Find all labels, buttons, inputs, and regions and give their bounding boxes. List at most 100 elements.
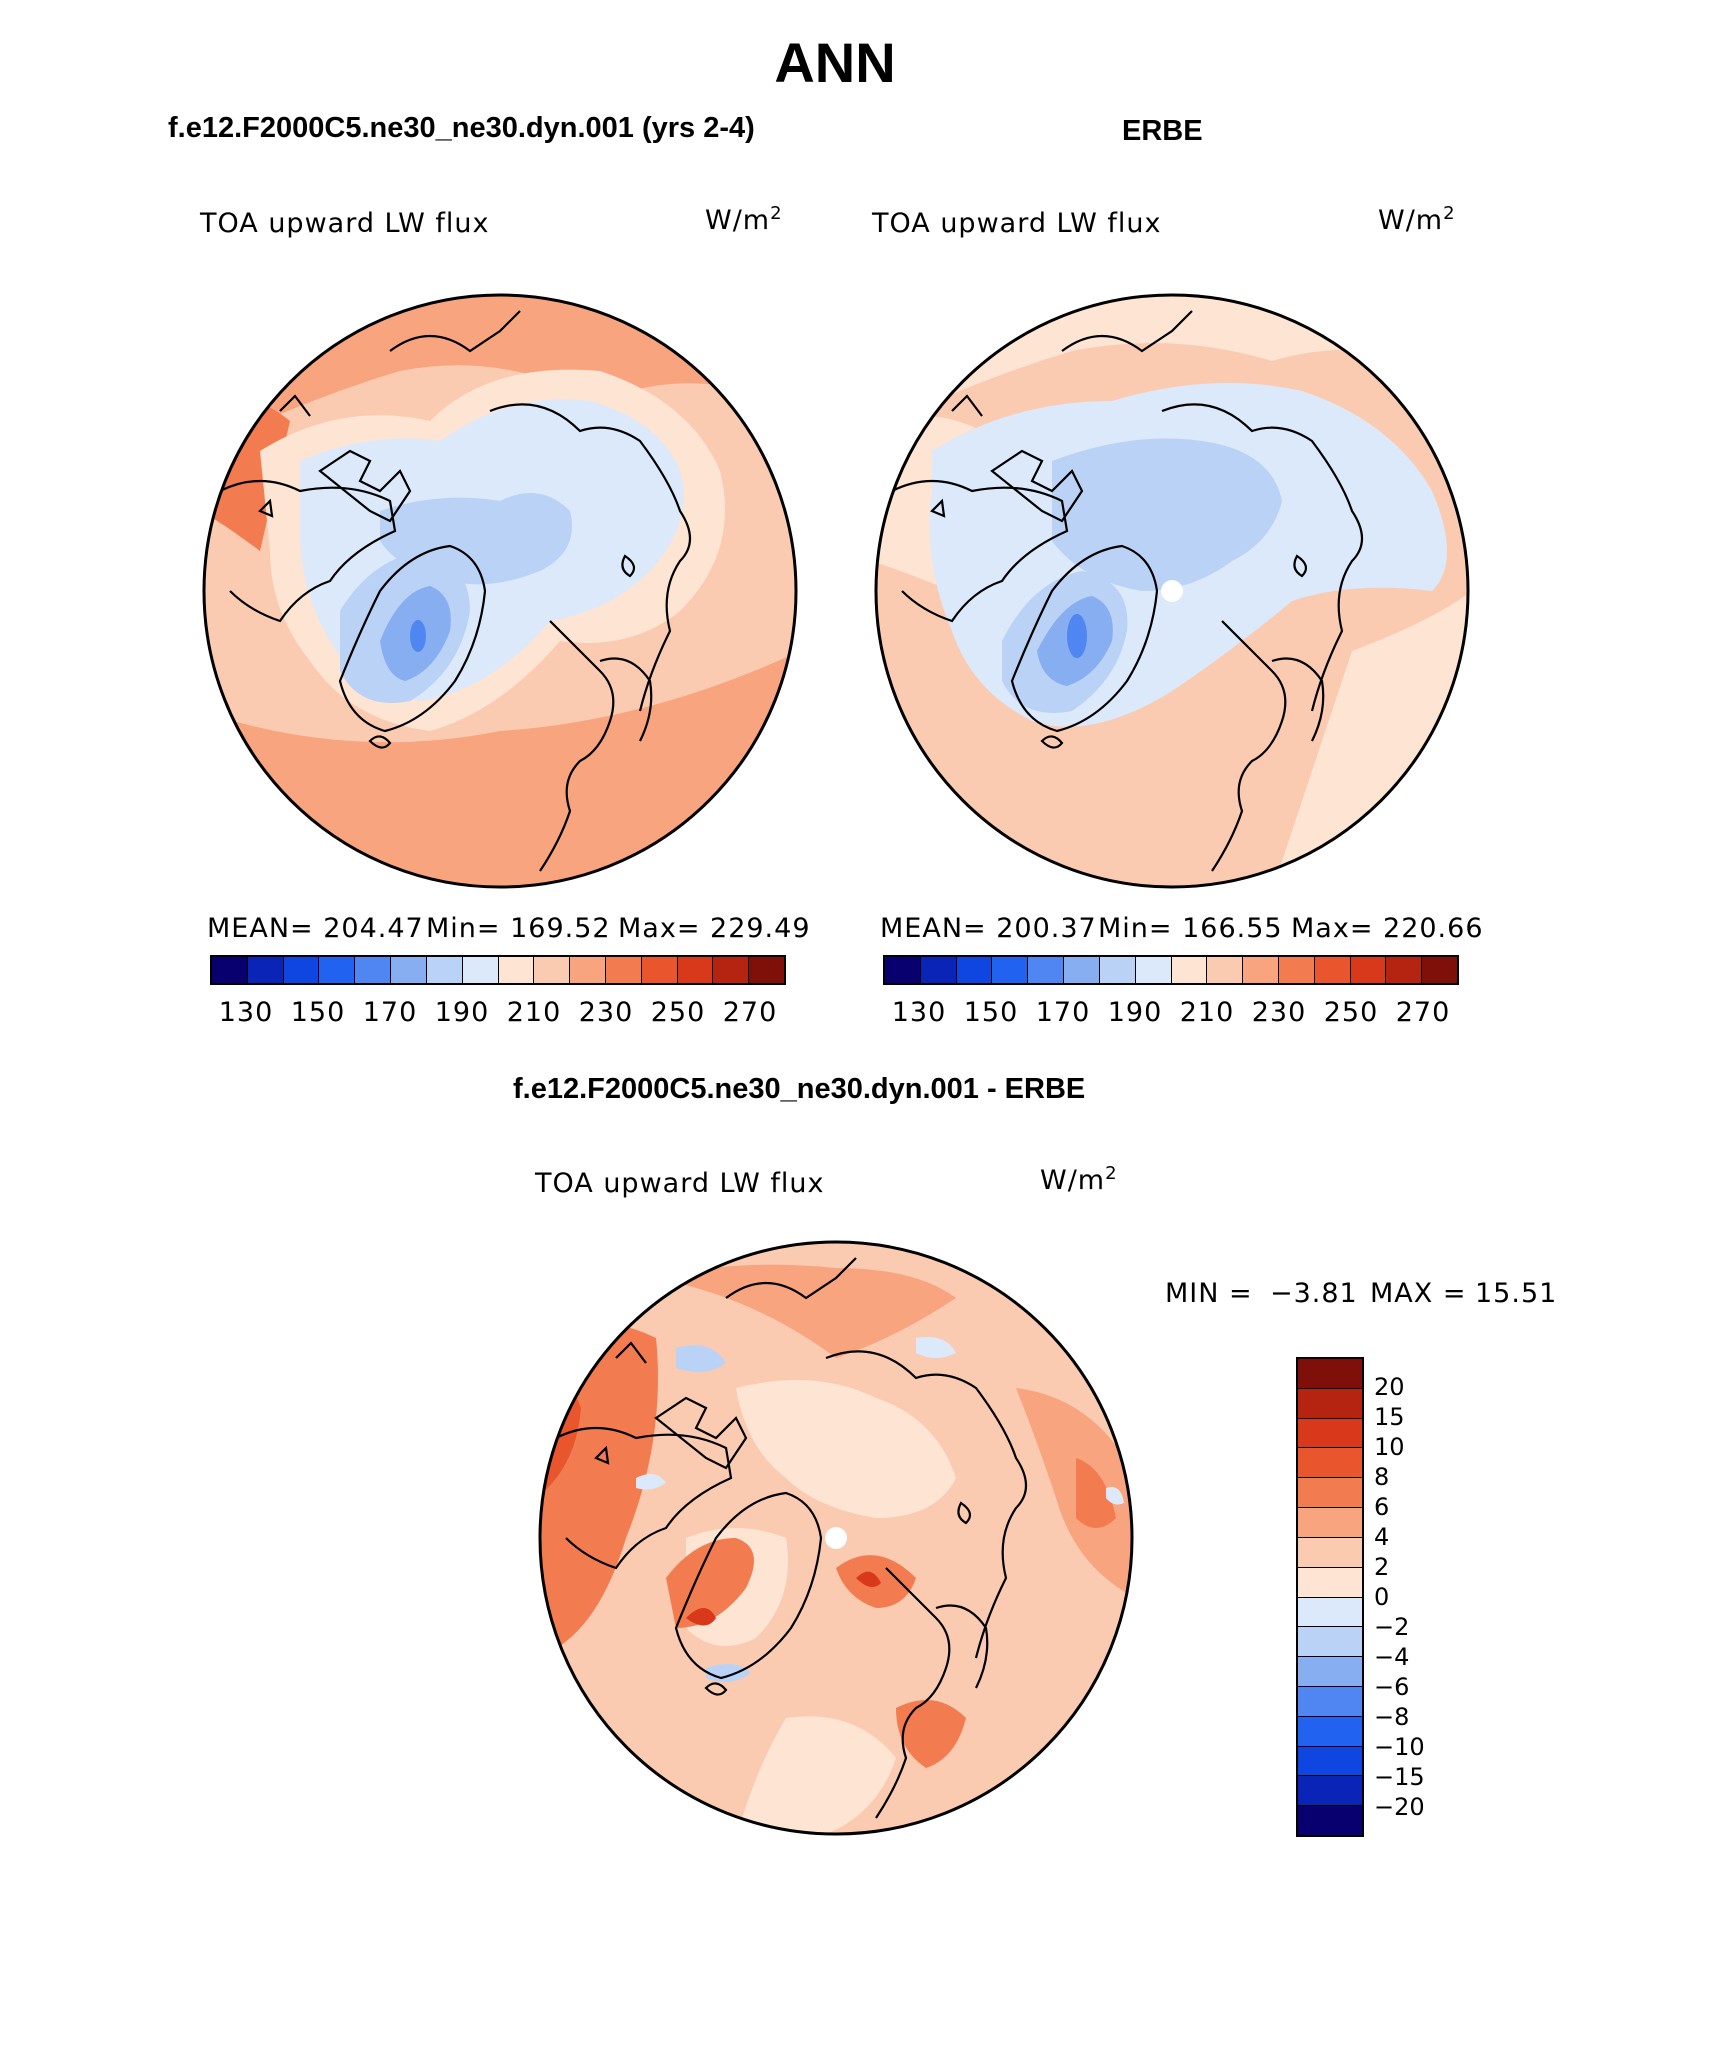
- colorbar-tick-label: 270: [722, 997, 778, 1028]
- colorbar-tick-label: 6: [1374, 1493, 1390, 1521]
- colorbar-swatch: [1298, 1686, 1362, 1717]
- diff-polar-map: [538, 1240, 1134, 1836]
- diff-units-label: W/m2: [1040, 1163, 1118, 1196]
- colorbar-swatch: [713, 957, 750, 983]
- colorbar-swatch: [749, 957, 784, 983]
- model-min: Min= 169.52: [426, 913, 611, 944]
- colorbar-tick-label: 170: [1035, 997, 1091, 1028]
- colorbar-swatch: [1298, 1567, 1362, 1598]
- colorbar-swatch: [920, 957, 957, 983]
- colorbar-swatch: [319, 957, 356, 983]
- colorbar-tick-label: 10: [1374, 1433, 1405, 1461]
- colorbar-tick-label: 230: [1251, 997, 1307, 1028]
- colorbar-swatch: [677, 957, 714, 983]
- colorbar-swatch: [1298, 1776, 1362, 1807]
- colorbar-swatch: [1171, 957, 1208, 983]
- model-mean: MEAN= 204.47: [207, 913, 424, 944]
- colorbar-tick-label: 270: [1395, 997, 1451, 1028]
- colorbar-tick-label: 8: [1374, 1463, 1390, 1491]
- colorbar-swatch: [1298, 1388, 1362, 1419]
- colorbar-swatch: [1298, 1597, 1362, 1628]
- colorbar-swatch: [426, 957, 463, 983]
- model-max: Max= 229.49: [618, 913, 811, 944]
- colorbar-swatch: [1350, 957, 1387, 983]
- diff-colorbar: [1296, 1357, 1364, 1837]
- colorbar-swatch: [283, 957, 320, 983]
- colorbar-swatch: [1298, 1448, 1362, 1479]
- colorbar-tick-label: 0: [1374, 1583, 1390, 1611]
- model-polar-map: [202, 293, 798, 889]
- figure-title: ANN: [774, 31, 896, 94]
- model-variable-label: TOA upward LW flux: [200, 208, 490, 239]
- colorbar-tick-label: −8: [1374, 1703, 1410, 1731]
- colorbar-swatch: [1298, 1478, 1362, 1509]
- model-panel-title: f.e12.F2000C5.ne30_ne30.dyn.001 (yrs 2-4…: [168, 112, 755, 144]
- colorbar-swatch: [1298, 1359, 1362, 1389]
- colorbar-swatch: [1135, 957, 1172, 983]
- colorbar-tick-label: −4: [1374, 1643, 1410, 1671]
- colorbar-tick-label: −2: [1374, 1613, 1410, 1641]
- colorbar-swatch: [462, 957, 499, 983]
- colorbar-swatch: [605, 957, 642, 983]
- colorbar-swatch: [355, 957, 392, 983]
- colorbar-tick-label: 150: [963, 997, 1019, 1028]
- colorbar-tick-label: 190: [1107, 997, 1163, 1028]
- colorbar-tick-label: 170: [362, 997, 418, 1028]
- colorbar-swatch: [1298, 1418, 1362, 1449]
- obs-polar-map: [874, 293, 1470, 889]
- obs-units-label: W/m2: [1378, 203, 1456, 236]
- obs-mean: MEAN= 200.37: [880, 913, 1097, 944]
- colorbar-swatch: [212, 957, 248, 983]
- colorbar-tick-label: −15: [1374, 1763, 1425, 1791]
- colorbar-swatch: [641, 957, 678, 983]
- colorbar-tick-label: 210: [1179, 997, 1235, 1028]
- colorbar-tick-label: 210: [506, 997, 562, 1028]
- diff-min-value: −3.81: [1270, 1278, 1358, 1309]
- obs-panel-title: ERBE: [1122, 115, 1203, 147]
- colorbar-swatch: [1298, 1537, 1362, 1568]
- colorbar-swatch: [992, 957, 1029, 983]
- colorbar-tick-label: 250: [1323, 997, 1379, 1028]
- colorbar-swatch: [1298, 1508, 1362, 1538]
- colorbar-swatch: [1298, 1716, 1362, 1747]
- colorbar-swatch: [247, 957, 284, 983]
- diff-min-label: MIN =: [1165, 1278, 1253, 1309]
- colorbar-tick-label: 15: [1374, 1403, 1405, 1431]
- diff-panel-title: f.e12.F2000C5.ne30_ne30.dyn.001 - ERBE: [513, 1073, 1086, 1105]
- colorbar-tick-label: 190: [434, 997, 490, 1028]
- colorbar-swatch: [1207, 957, 1244, 983]
- colorbar-swatch: [391, 957, 427, 983]
- colorbar-tick-label: −10: [1374, 1733, 1425, 1761]
- obs-max: Max= 220.66: [1291, 913, 1484, 944]
- colorbar-swatch: [498, 957, 535, 983]
- colorbar-swatch: [1298, 1746, 1362, 1777]
- colorbar-tick-label: 4: [1374, 1523, 1390, 1551]
- colorbar-swatch: [885, 957, 921, 983]
- colorbar-tick-label: 130: [891, 997, 947, 1028]
- colorbar-swatch: [570, 957, 606, 983]
- obs-variable-label: TOA upward LW flux: [872, 208, 1162, 239]
- colorbar-swatch: [1422, 957, 1457, 983]
- colorbar-swatch: [1298, 1627, 1362, 1658]
- colorbar-swatch: [1314, 957, 1351, 983]
- colorbar-tick-label: 130: [218, 997, 274, 1028]
- colorbar-swatch: [956, 957, 993, 983]
- colorbar-tick-label: −20: [1374, 1793, 1425, 1821]
- colorbar-swatch: [1386, 957, 1423, 983]
- colorbar-swatch: [534, 957, 571, 983]
- colorbar-swatch: [1099, 957, 1136, 983]
- colorbar-tick-label: 230: [578, 997, 634, 1028]
- obs-min: Min= 166.55: [1098, 913, 1283, 944]
- colorbar-swatch: [1243, 957, 1279, 983]
- colorbar-tick-label: 150: [290, 997, 346, 1028]
- diff-variable-label: TOA upward LW flux: [535, 1168, 825, 1199]
- diff-max-value: 15.51: [1475, 1278, 1558, 1309]
- model-colorbar: [210, 955, 786, 985]
- colorbar-tick-label: 250: [650, 997, 706, 1028]
- colorbar-tick-label: 2: [1374, 1553, 1390, 1581]
- colorbar-tick-label: 20: [1374, 1373, 1405, 1401]
- colorbar-tick-label: −6: [1374, 1673, 1410, 1701]
- colorbar-swatch: [1298, 1657, 1362, 1687]
- colorbar-swatch: [1028, 957, 1065, 983]
- diff-max-label: MAX =: [1370, 1278, 1467, 1309]
